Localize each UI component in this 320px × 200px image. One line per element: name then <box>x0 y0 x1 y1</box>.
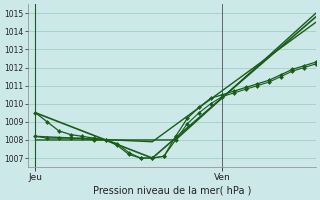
X-axis label: Pression niveau de la mer( hPa ): Pression niveau de la mer( hPa ) <box>92 186 251 196</box>
